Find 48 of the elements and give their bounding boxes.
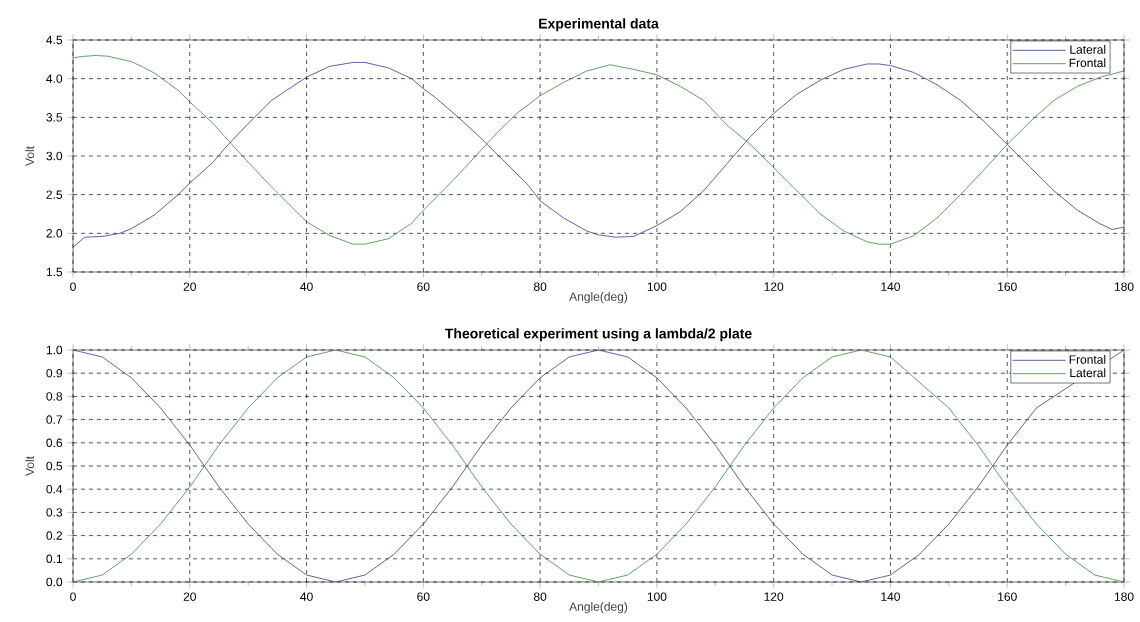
y-tick-label: 4.5	[46, 35, 63, 45]
y-axis-title: Volt	[25, 456, 35, 476]
y-tick-label: 2.0	[46, 229, 63, 238]
y-tick-label: 0.8	[46, 392, 63, 401]
x-tick-label: 120	[764, 592, 784, 601]
x-tick-label: 80	[533, 592, 547, 601]
y-tick-label: 0.6	[46, 438, 63, 448]
x-tick-label: 160	[998, 592, 1017, 601]
x-tick-label: 180	[1114, 592, 1134, 601]
y-tick-label: 0.1	[46, 554, 63, 564]
x-tick-label: 140	[881, 592, 900, 601]
y-tick-label: 1.0	[46, 345, 63, 355]
y-tick-label: 0.7	[46, 415, 62, 424]
x-tick-label: 0	[70, 282, 76, 291]
x-axis-title: Angle(deg)	[569, 602, 628, 614]
x-tick-label: 40	[300, 282, 313, 291]
x-tick-label: 160	[998, 282, 1017, 291]
x-tick-label: 100	[647, 282, 667, 291]
x-tick-label: 180	[1114, 282, 1134, 291]
y-tick-label: 0.0	[46, 577, 63, 587]
x-axis-title: Angle(deg)	[569, 292, 628, 304]
y-tick-label: 0.5	[46, 461, 63, 471]
x-tick-label: 60	[417, 282, 430, 291]
y-tick-label: 0.2	[46, 531, 62, 540]
y-tick-label: 1.5	[46, 267, 63, 277]
chart-title: Experimental data	[539, 18, 659, 32]
legend-label: Lateral	[1070, 368, 1106, 378]
y-tick-label: 3.0	[46, 151, 63, 161]
legend-label: Frontal	[1069, 58, 1106, 68]
y-tick-label: 3.5	[46, 113, 63, 122]
x-tick-label: 40	[300, 592, 313, 601]
x-tick-label: 60	[417, 592, 430, 601]
x-tick-label: 20	[183, 592, 196, 601]
x-tick-label: 120	[764, 282, 784, 291]
y-tick-label: 0.4	[46, 484, 63, 494]
x-tick-label: 20	[183, 282, 196, 291]
y-tick-label: 0.9	[46, 368, 63, 378]
y-tick-label: 2.5	[46, 190, 63, 199]
chart-title: Theoretical experiment using a lambda/2 plate	[445, 328, 752, 342]
x-tick-label: 0	[70, 592, 76, 601]
y-tick-label: 0.3	[46, 508, 63, 517]
y-axis-title: Volt	[25, 146, 35, 166]
y-tick-label: 4.0	[46, 74, 63, 83]
x-tick-label: 100	[647, 592, 667, 601]
legend-label: Lateral	[1070, 44, 1106, 54]
legend-label: Frontal	[1069, 354, 1106, 364]
x-tick-label: 140	[881, 282, 900, 291]
x-tick-label: 80	[533, 282, 547, 291]
